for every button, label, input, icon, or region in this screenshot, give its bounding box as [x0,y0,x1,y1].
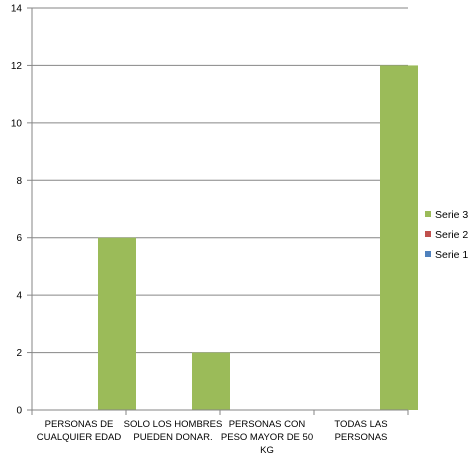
x-tick-label: KG [260,445,274,456]
x-tick-label: PUEDEN DONAR. [133,432,212,443]
y-tick-label: 6 [16,233,22,244]
y-tick-label: 0 [16,406,22,417]
y-tick-label: 2 [16,348,22,359]
legend-swatch [425,251,431,257]
legend: Serie 3 Serie 2 Serie 1 [425,209,468,261]
legend-swatch [425,211,431,217]
axes [27,7,409,415]
bar-serie-3-1 [98,237,136,410]
legend-label: Serie 3 [435,209,468,221]
y-tick-label: 14 [11,4,23,15]
bar-serie-3-4 [380,65,418,410]
x-tick-label: TODAS LAS [334,419,387,430]
y-tick-labels: 0 2 4 6 8 10 12 14 [11,4,23,417]
bar-serie-3-2 [192,352,230,410]
x-tick-label: PERSONAS [335,432,388,443]
x-tick-label: PESO MAYOR DE 50 [221,432,313,443]
legend-label: Serie 1 [435,249,468,261]
x-tick-label: CUALQUIER EDAD [37,432,122,443]
bars [98,65,418,410]
x-tick-label: PERSONAS CON [229,419,306,430]
legend-swatch [425,231,431,237]
legend-label: Serie 2 [435,229,468,241]
y-tick-label: 4 [16,291,22,302]
x-tick-label: SOLO LOS HOMBRES [124,419,223,430]
y-tick-label: 8 [16,176,22,187]
y-tick-label: 12 [11,61,23,72]
x-tick-label: PERSONAS DE [45,419,114,430]
gridlines [32,7,408,354]
y-tick-label: 10 [11,118,23,129]
